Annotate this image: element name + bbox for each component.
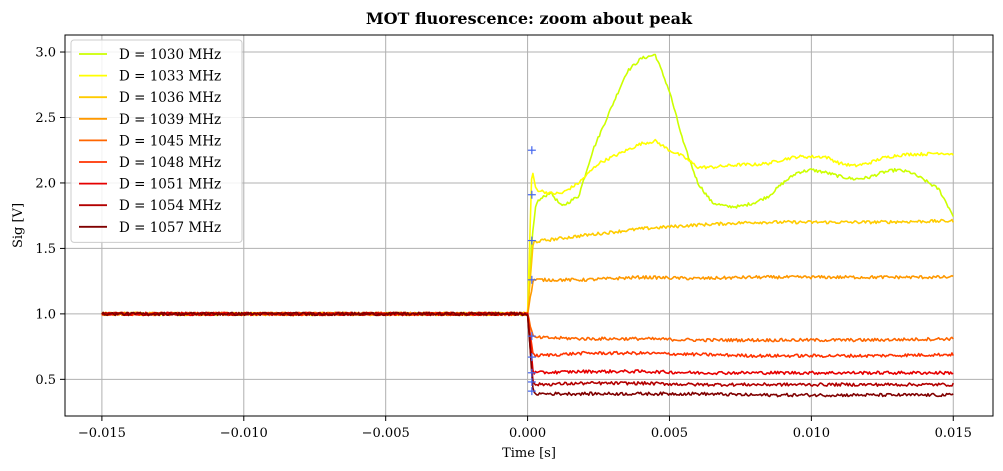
data-series [101, 53, 954, 398]
legend-label: D = 1057 MHz [119, 220, 221, 236]
peak-marker [527, 377, 536, 386]
peak-marker [527, 387, 536, 396]
peak-marker [527, 236, 536, 245]
legend-label: D = 1033 MHz [119, 69, 221, 85]
peak-marker [527, 332, 536, 341]
y-axis-label: Sig [V] [11, 203, 26, 248]
legend-box [70, 39, 243, 243]
x-axis-label: Time [s] [502, 446, 556, 461]
y-tick-label: 2.0 [35, 176, 56, 191]
peak-marker [527, 275, 536, 284]
y-tick-label: 3.0 [35, 46, 56, 61]
legend-label: D = 1051 MHz [119, 177, 221, 193]
x-tick-label: 0.010 [793, 426, 830, 441]
plot-area-frame [64, 34, 994, 417]
x-tick-label: 0.000 [509, 426, 546, 441]
legend-entry: D = 1033 MHz [79, 69, 221, 85]
y-tick-label: 1.0 [35, 307, 56, 322]
legend-entry: D = 1054 MHz [79, 198, 221, 214]
y-tick-label: 1.5 [35, 242, 56, 257]
legend-entry: D = 1051 MHz [79, 177, 221, 193]
legend-entry: D = 1045 MHz [79, 133, 221, 149]
peak-marker [527, 190, 536, 199]
legend-label: D = 1045 MHz [119, 133, 221, 149]
x-tick-label: 0.005 [651, 426, 688, 441]
peak-marker [527, 146, 536, 155]
peak-marker [527, 353, 536, 362]
peak-markers [527, 146, 536, 396]
x-tick-label: −0.015 [78, 426, 126, 441]
legend-label: D = 1054 MHz [119, 198, 221, 214]
legend-entry: D = 1030 MHz [79, 47, 221, 63]
legend-label: D = 1030 MHz [119, 47, 221, 63]
legend-entry: D = 1039 MHz [79, 112, 221, 128]
series-line [101, 311, 954, 398]
x-tick-label: 0.015 [935, 426, 972, 441]
axis-ticks: −0.015 −0.010 −0.005 0.000 0.005 0.010 0.015 0.… [35, 46, 972, 441]
x-tick-label: −0.005 [362, 426, 410, 441]
x-tick-label: −0.010 [220, 426, 268, 441]
legend-label: D = 1048 MHz [119, 155, 221, 171]
legend-label: D = 1039 MHz [119, 112, 221, 128]
legend-entry: D = 1057 MHz [79, 220, 221, 236]
legend-entry: D = 1036 MHz [79, 90, 221, 106]
peak-marker [527, 368, 536, 377]
chart-title: MOT fluorescence: zoom about peak [366, 9, 693, 28]
y-tick-label: 0.5 [35, 373, 56, 388]
legend-entry: D = 1048 MHz [79, 155, 221, 171]
y-tick-label: 2.5 [35, 111, 56, 126]
legend-label: D = 1036 MHz [119, 90, 221, 106]
legend: D = 1030 MHz D = 1033 MHz D = 1036 MHz D = … [70, 39, 243, 243]
